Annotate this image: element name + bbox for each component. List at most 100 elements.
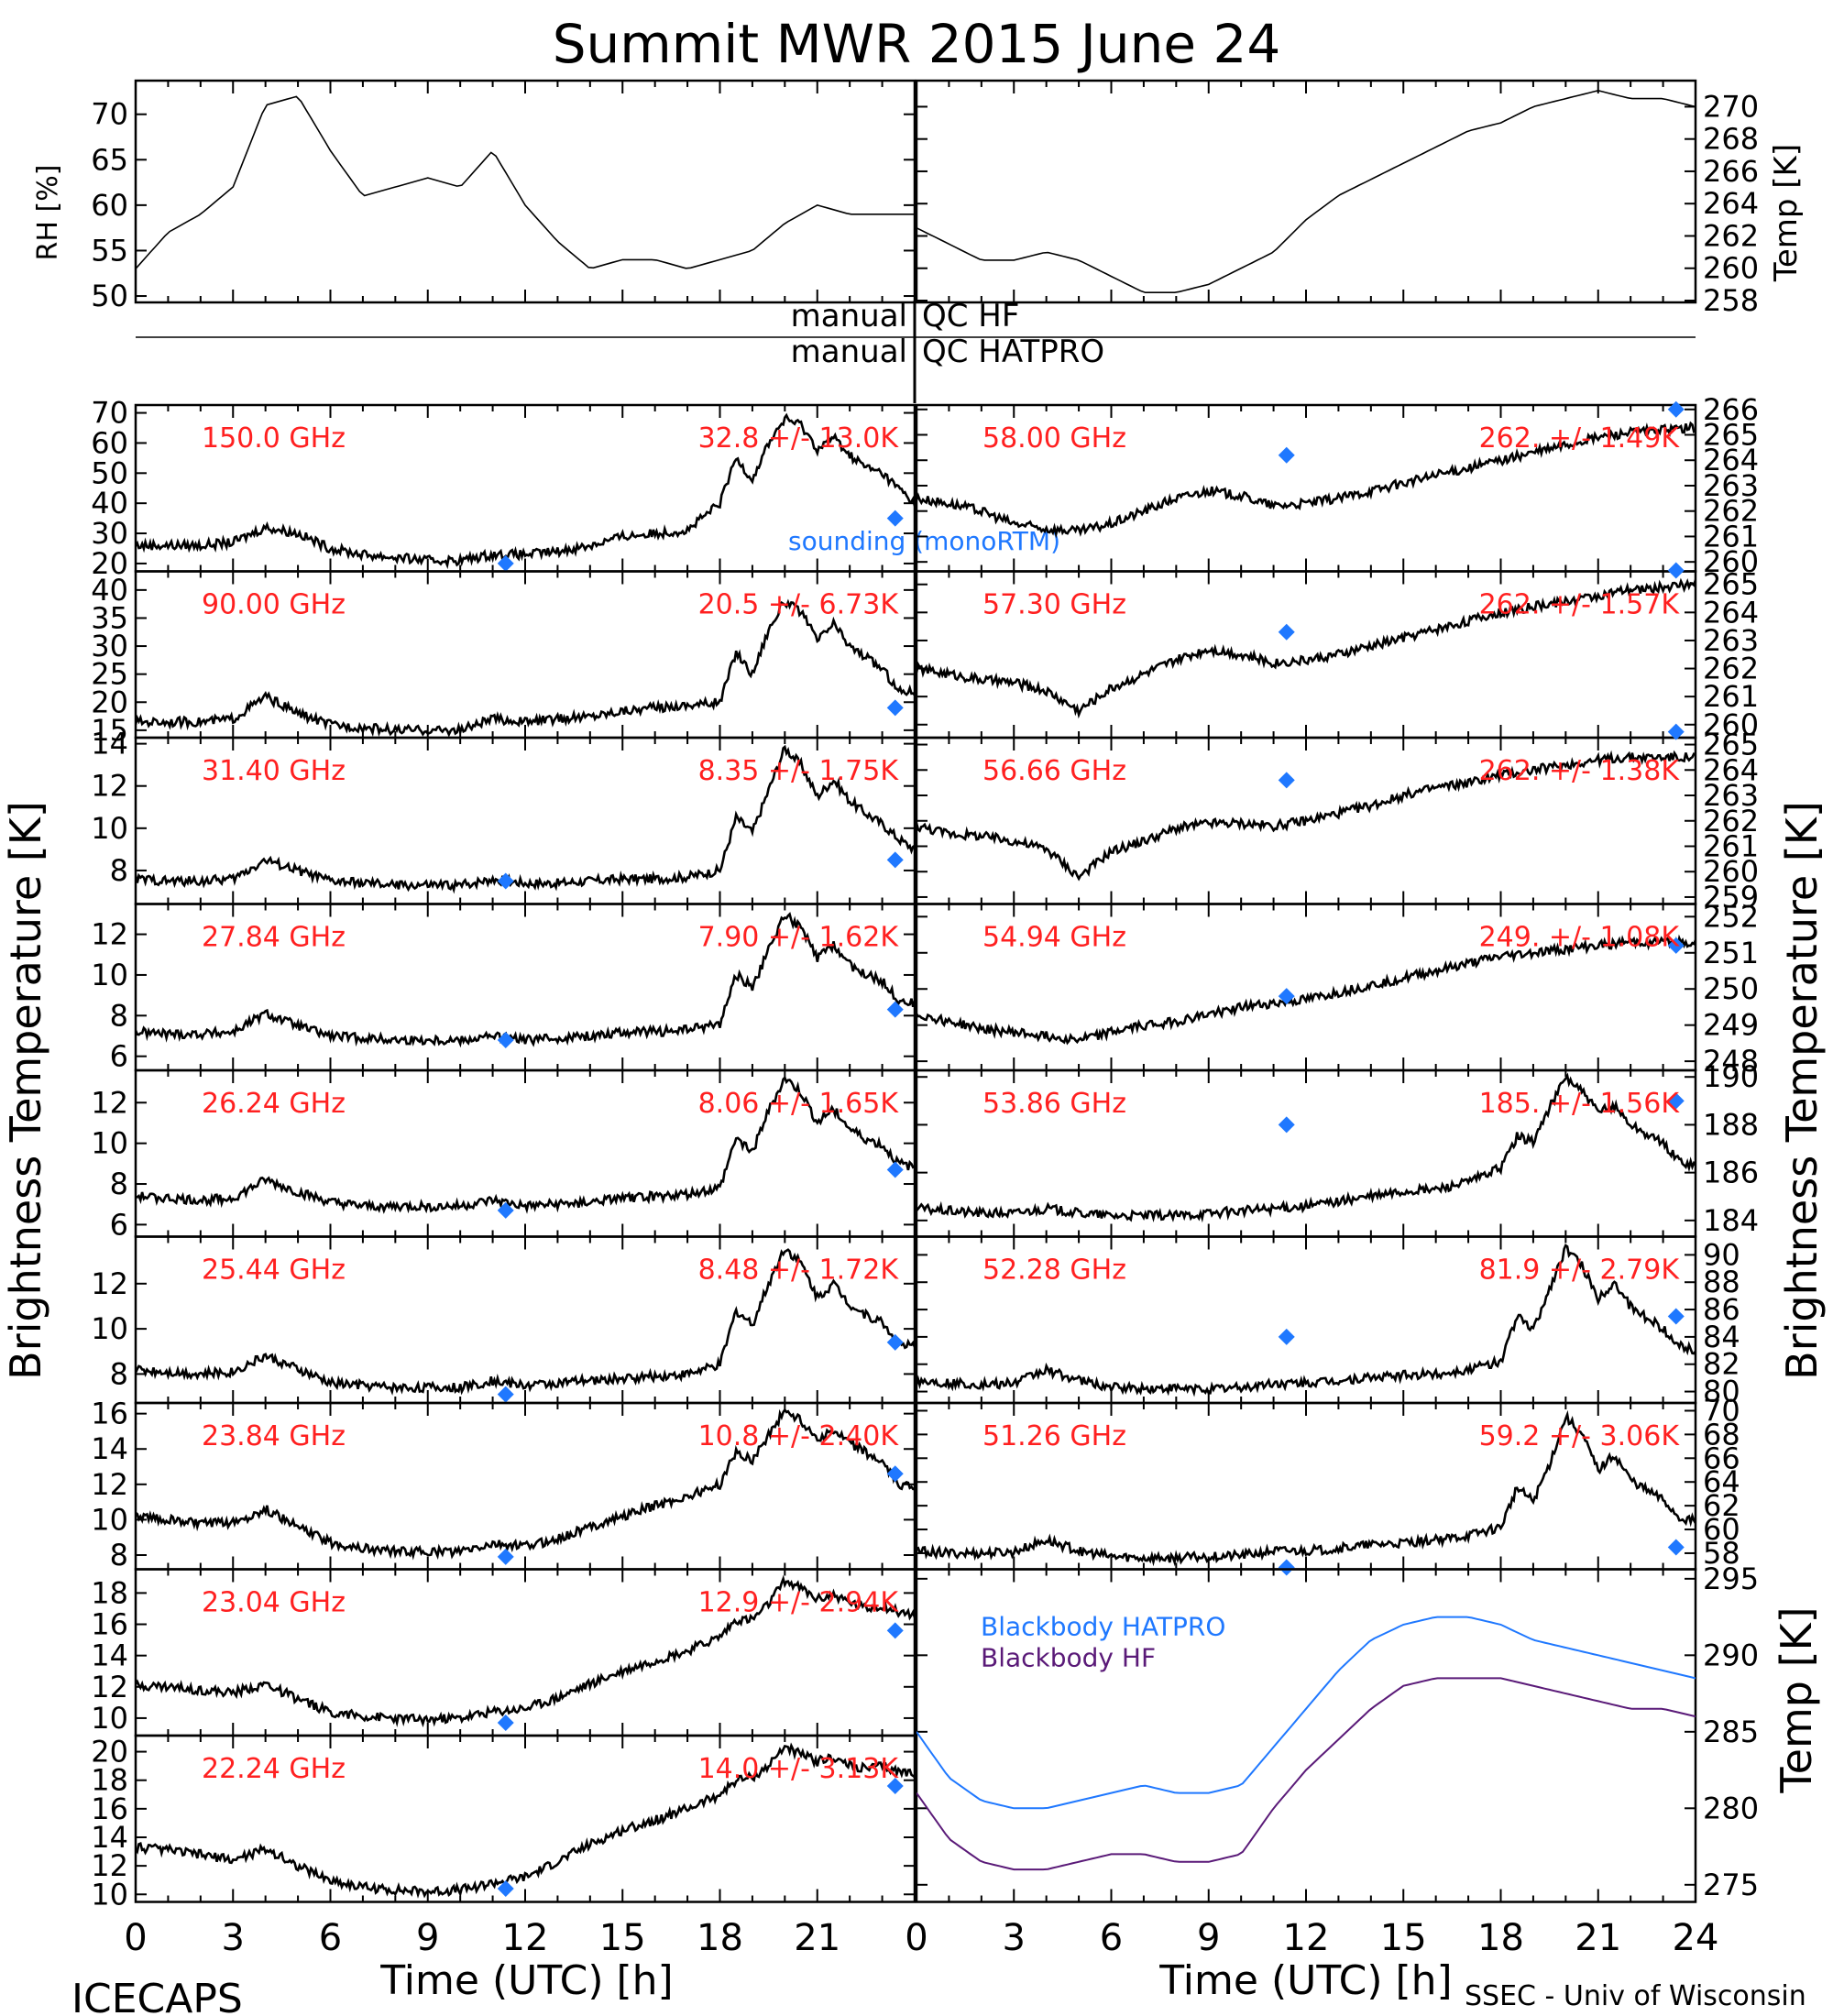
stat-label: 262. +/- 1.38K xyxy=(1479,755,1681,787)
y-tick-label: 20 xyxy=(91,546,128,581)
y-tick-label: 12 xyxy=(91,1467,128,1502)
sounding-point xyxy=(1667,400,1685,418)
y-tick-label: 295 xyxy=(1703,1561,1759,1596)
sounding-point xyxy=(886,851,904,869)
y-tick-label: 263 xyxy=(1703,468,1759,503)
series-line xyxy=(136,1248,915,1396)
qc-hatpro-label: QC HATPRO xyxy=(922,334,1104,370)
y-tick-label: 266 xyxy=(1703,154,1759,189)
series-line xyxy=(916,1409,1696,1567)
y-tick-label: 263 xyxy=(1703,778,1759,813)
x-tick-label: 18 xyxy=(1477,1917,1524,1959)
x-tick-label: 18 xyxy=(697,1917,743,1959)
x-tick-label: 6 xyxy=(319,1917,342,1959)
stat-label: 20.5 +/- 6.73K xyxy=(698,589,900,621)
y-tick-label: 15 xyxy=(91,713,128,748)
y-tick-label: 265 xyxy=(1703,418,1759,453)
y-tick-label: 20 xyxy=(91,1735,128,1769)
y-tick-label: 70 xyxy=(91,396,128,431)
frequency-label: 52.28 GHz xyxy=(982,1255,1126,1287)
y-tick-label: 12 xyxy=(91,1085,128,1120)
series-line xyxy=(916,1244,1696,1397)
y-tick-label: 14 xyxy=(91,1638,128,1673)
sounding-point xyxy=(1667,1308,1685,1325)
sounding-point xyxy=(497,1548,514,1565)
sounding-point xyxy=(886,1161,904,1178)
x-tick-label: 15 xyxy=(1380,1917,1427,1959)
x-tick-label: 12 xyxy=(502,1917,549,1959)
sounding-point xyxy=(886,1001,904,1018)
sounding-point xyxy=(497,872,514,890)
y-tick-label: 40 xyxy=(91,573,128,608)
y-tick-label: 30 xyxy=(91,629,128,663)
x-tick-label: 0 xyxy=(905,1917,927,1959)
sounding-point xyxy=(497,1715,514,1732)
y-tick-label: 280 xyxy=(1703,1791,1759,1825)
frequency-label: 23.04 GHz xyxy=(202,1587,346,1619)
sounding-point xyxy=(1278,1116,1295,1134)
sounding-point xyxy=(1667,937,1685,954)
y-tick-label: 70 xyxy=(91,97,128,132)
series-line xyxy=(916,934,1696,1046)
y-tick-label: 259 xyxy=(1703,880,1759,915)
y-tick-label: 6 xyxy=(110,1039,128,1074)
y-tick-label: 260 xyxy=(1703,854,1759,889)
x-tick-label: 9 xyxy=(416,1917,439,1959)
y-tick-label: 16 xyxy=(91,1397,128,1431)
y-tick-label: 184 xyxy=(1703,1203,1759,1238)
y-tick-label: 80 xyxy=(1703,1375,1740,1409)
y-tick-label: 82 xyxy=(1703,1347,1740,1382)
sounding-point xyxy=(1278,988,1295,1005)
stat-label: 185. +/- 1.56K xyxy=(1479,1088,1681,1120)
y-tick-label: 14 xyxy=(91,1820,128,1855)
y-tick-label: 264 xyxy=(1703,186,1759,221)
y-tick-label: 260 xyxy=(1703,251,1759,286)
y-tick-label: 40 xyxy=(91,486,128,520)
series-line xyxy=(136,1075,915,1214)
y-tick-label: 16 xyxy=(91,1607,128,1642)
y-tick-label: 264 xyxy=(1703,443,1759,477)
y-tick-label: 6 xyxy=(110,1207,128,1242)
y-tick-label: 260 xyxy=(1703,544,1759,579)
air-temp-axis-label: Temp [K] xyxy=(1768,144,1805,282)
y-tick-label: 50 xyxy=(91,455,128,490)
y-tick-label: 16 xyxy=(91,1791,128,1826)
series-line xyxy=(136,95,915,269)
y-tick-label: 265 xyxy=(1703,567,1759,602)
series-line xyxy=(136,912,915,1048)
y-tick-label: 262 xyxy=(1703,494,1759,529)
stat-label: 8.06 +/- 1.65K xyxy=(698,1088,900,1120)
y-tick-label: 64 xyxy=(1703,1464,1740,1499)
y-tick-label: 90 xyxy=(1703,1237,1740,1272)
y-tick-label: 261 xyxy=(1703,679,1759,714)
frequency-label: 56.66 GHz xyxy=(982,755,1126,787)
y-tick-label: 264 xyxy=(1703,595,1759,630)
y-tick-label: 84 xyxy=(1703,1320,1740,1354)
qc-hf-label: QC HF xyxy=(922,298,1019,334)
stat-label: 8.35 +/- 1.75K xyxy=(698,755,900,787)
qc-hatpro-manual-label: manual xyxy=(791,334,907,370)
x-tick-label: 3 xyxy=(222,1917,245,1959)
qc-strip: manual QC HF manual QC HATPRO xyxy=(136,298,1696,403)
x-tick-label: 9 xyxy=(1197,1917,1220,1959)
sounding-point xyxy=(497,1386,514,1403)
sounding-point xyxy=(1667,723,1685,740)
frequency-label: 31.40 GHz xyxy=(202,755,346,787)
sounding-legend: sounding (monoRTM) xyxy=(788,526,1060,556)
y-tick-label: 60 xyxy=(1703,1512,1740,1547)
y-tick-label: 8 xyxy=(110,853,128,888)
y-tick-label: 50 xyxy=(91,279,128,313)
panel-tb2544: 8 10 12 25.44 GHz 8.48 +/- 1.72K xyxy=(91,1235,916,1405)
panel-frame xyxy=(915,79,1697,304)
y-tick-label: 8 xyxy=(110,1167,128,1201)
sounding-point xyxy=(497,1880,514,1898)
x-tick-label: 0 xyxy=(124,1917,147,1959)
y-tick-label: 14 xyxy=(91,1431,128,1466)
series-line xyxy=(916,421,1696,539)
